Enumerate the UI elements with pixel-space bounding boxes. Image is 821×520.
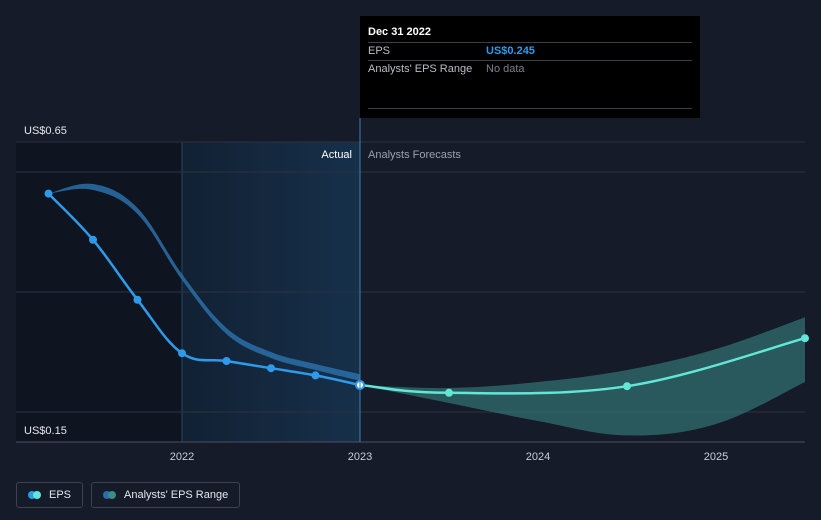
forecast-label: Analysts Forecasts	[368, 149, 461, 161]
forecast-eps-range-area	[360, 317, 805, 436]
legend: EPS Analysts' EPS Range	[16, 482, 241, 508]
legend-range-label: Analysts' EPS Range	[124, 489, 229, 501]
tooltip-row-eps: EPS US$0.245	[368, 43, 692, 61]
y-axis-label: US$0.65	[24, 125, 67, 137]
tooltip-range-value: No data	[486, 63, 525, 75]
legend-range-button[interactable]: Analysts' EPS Range	[91, 482, 241, 508]
x-tick-label: 2024	[526, 451, 550, 463]
tooltip-divider	[368, 108, 692, 109]
tooltip-date: Dec 31 2022	[368, 24, 692, 43]
eps-actual-point	[89, 235, 97, 244]
eps-actual-point	[222, 357, 231, 365]
legend-eps-label: EPS	[49, 489, 72, 501]
eps-actual-point	[311, 371, 320, 380]
y-axis-label: US$0.15	[24, 425, 67, 437]
legend-eps-button[interactable]: EPS	[16, 482, 84, 508]
actual-label: Actual	[321, 149, 352, 161]
eps-actual-point	[133, 295, 142, 304]
eps-actual-point	[178, 349, 186, 358]
range-actual-dot	[103, 491, 112, 499]
x-tick-label: 2023	[348, 451, 372, 463]
range-legend-icon	[103, 491, 117, 499]
forecast-eps-line	[358, 336, 807, 395]
tooltip-eps-value: US$0.245	[486, 45, 535, 57]
tooltip-row-range: Analysts' EPS Range No data	[368, 61, 692, 78]
tooltip-eps-key: EPS	[368, 45, 391, 57]
eps-forecast-dot	[33, 491, 41, 499]
tooltip-range-key: Analysts' EPS Range	[368, 63, 473, 75]
range-forecast-dot	[108, 491, 117, 499]
eps-actual-dot	[28, 491, 36, 499]
eps-forecast-point	[801, 334, 809, 343]
eps-actual-point	[44, 189, 53, 198]
x-tick-label: 2022	[170, 451, 194, 463]
eps-actual-point	[267, 364, 275, 373]
x-tick-label: 2025	[704, 451, 728, 463]
eps-forecast-point	[623, 382, 631, 391]
tooltip: Dec 31 2022 EPS US$0.245 Analysts' EPS R…	[360, 16, 700, 118]
eps-forecast-point	[445, 388, 453, 397]
eps-legend-icon	[28, 491, 41, 499]
